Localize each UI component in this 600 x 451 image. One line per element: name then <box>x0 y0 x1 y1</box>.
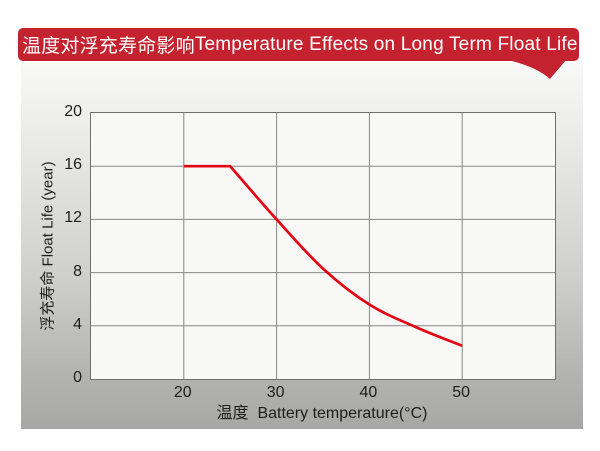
y-tick-label: 4 <box>73 315 82 333</box>
x-axis-label: 温度 Battery temperature(°C) <box>216 405 428 422</box>
y-tick-label: 8 <box>73 262 82 280</box>
title-banner: 温度对浮充寿命影响 Temperature Effects on Long Ter… <box>18 28 579 61</box>
y-tick-label: 0 <box>73 369 82 386</box>
y-axis-label: 浮充寿命 Float Life (year) <box>39 161 57 331</box>
banner-tail-pointer-icon <box>508 60 566 79</box>
chart-canvas <box>91 113 555 379</box>
y-tick-label: 20 <box>64 103 82 120</box>
x-tick-label: 50 <box>452 384 471 401</box>
x-tick-label: 40 <box>359 384 378 401</box>
banner-title-en: Temperature Effects on Long Term Float L… <box>194 33 578 55</box>
y-tick-label: 16 <box>64 156 82 174</box>
x-tick-label: 30 <box>266 384 285 401</box>
plot-area <box>90 112 556 380</box>
banner-title-cn: 温度对浮充寿命影响 <box>22 36 195 57</box>
float-life-curve <box>183 164 463 348</box>
x-tick-label: 20 <box>173 384 192 401</box>
y-tick-label: 12 <box>64 209 82 227</box>
